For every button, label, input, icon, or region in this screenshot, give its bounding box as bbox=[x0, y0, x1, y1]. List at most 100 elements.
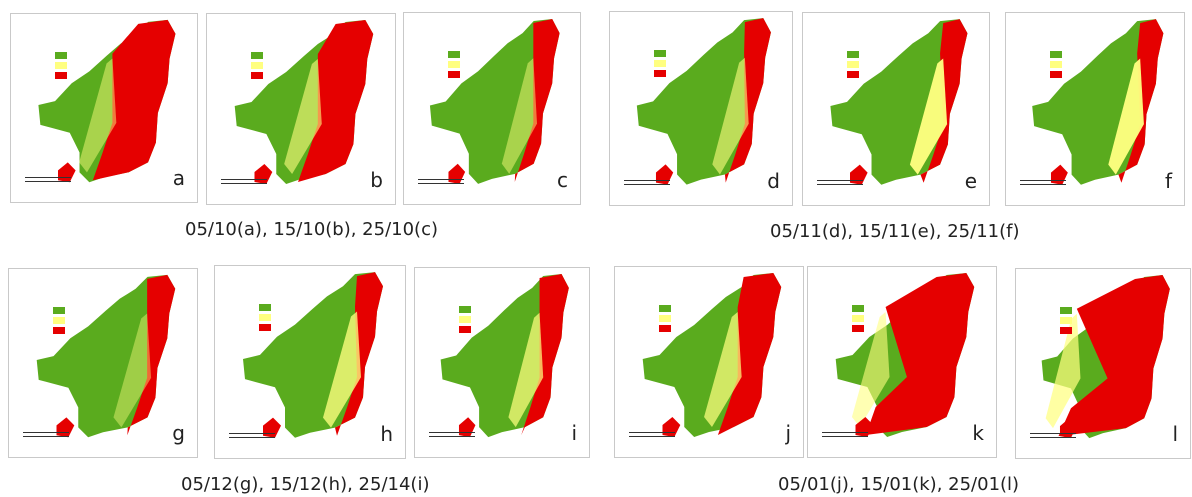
legend-swatch bbox=[53, 316, 65, 324]
legend-swatch bbox=[852, 314, 864, 322]
legend-swatch bbox=[459, 315, 471, 323]
map-panel-i: i bbox=[414, 267, 590, 458]
legend-item bbox=[259, 312, 274, 322]
low-zone-region bbox=[298, 20, 374, 182]
map-legend bbox=[659, 303, 674, 333]
low-zone-region bbox=[724, 18, 771, 183]
panel-letter-label: l bbox=[1172, 422, 1178, 446]
scale-bar bbox=[221, 179, 267, 184]
legend-swatch bbox=[1060, 326, 1072, 334]
legend-swatch bbox=[654, 69, 666, 77]
scale-bar bbox=[229, 433, 275, 438]
low-zone-region bbox=[865, 273, 975, 435]
scale-bar bbox=[23, 432, 69, 437]
legend-item bbox=[259, 322, 274, 332]
legend-item bbox=[1050, 69, 1065, 79]
legend-swatch bbox=[459, 305, 471, 313]
low-zone-region bbox=[127, 274, 176, 436]
map-graphic bbox=[636, 18, 771, 185]
legend-swatch bbox=[1050, 70, 1062, 78]
caption-october: 05/10(a), 15/10(b), 25/10(c) bbox=[185, 219, 438, 240]
legend-swatch bbox=[1050, 60, 1062, 68]
legend-item bbox=[259, 302, 274, 312]
medium-zone-region bbox=[508, 312, 544, 428]
map-panel-e: e bbox=[802, 12, 990, 206]
legend-swatch bbox=[459, 325, 471, 333]
map-legend bbox=[847, 49, 862, 79]
legend-item bbox=[448, 49, 463, 59]
panel-letter-label: k bbox=[972, 421, 984, 445]
panel-letter-label: g bbox=[172, 421, 185, 445]
medium-zone-region bbox=[501, 58, 538, 174]
medium-zone-region bbox=[712, 57, 749, 175]
panel-letter-label: i bbox=[571, 421, 577, 445]
panel-letter-label: j bbox=[785, 421, 791, 445]
map-panel-d: d bbox=[609, 11, 793, 206]
high-zone-region bbox=[36, 274, 176, 438]
legend-item bbox=[55, 50, 70, 60]
map-graphic bbox=[830, 19, 968, 185]
low-zone-region bbox=[717, 273, 782, 435]
legend-item bbox=[1060, 305, 1075, 315]
map-panel-a: a bbox=[10, 13, 198, 203]
panel-letter-label: a bbox=[172, 166, 185, 190]
scale-bar bbox=[1030, 433, 1076, 438]
legend-swatch bbox=[448, 60, 460, 68]
map-legend bbox=[448, 49, 463, 79]
map-panel-b: b bbox=[206, 13, 396, 205]
map-panel-k: k bbox=[807, 266, 997, 458]
legend-swatch bbox=[251, 51, 263, 59]
legend-item bbox=[459, 324, 474, 334]
low-zone-region bbox=[521, 273, 569, 436]
low-zone-region bbox=[514, 19, 560, 182]
map-graphic bbox=[234, 20, 374, 184]
low-zone-patch bbox=[1050, 164, 1068, 185]
panel-letter-label: c bbox=[557, 168, 568, 192]
map-graphic bbox=[243, 272, 383, 438]
legend-swatch bbox=[1060, 306, 1072, 314]
legend-item bbox=[1050, 59, 1065, 69]
map-legend bbox=[251, 50, 266, 80]
legend-swatch bbox=[847, 70, 859, 78]
legend-item bbox=[1060, 315, 1075, 325]
legend-swatch bbox=[448, 70, 460, 78]
scale-bar bbox=[624, 180, 670, 185]
legend-swatch bbox=[659, 314, 671, 322]
legend-item bbox=[251, 70, 266, 80]
legend-item bbox=[659, 313, 674, 323]
legend-item bbox=[1050, 49, 1065, 59]
caption-january: 05/01(j), 15/01(k), 25/01(l) bbox=[778, 474, 1020, 495]
legend-item bbox=[659, 303, 674, 313]
legend-item bbox=[251, 60, 266, 70]
map-panel-l: l bbox=[1015, 268, 1191, 459]
map-panel-g: g bbox=[8, 268, 198, 458]
high-zone-region bbox=[429, 19, 560, 184]
map-legend bbox=[53, 305, 68, 335]
legend-item bbox=[448, 59, 463, 69]
scale-bar bbox=[418, 179, 464, 184]
map-legend bbox=[852, 303, 867, 333]
legend-item bbox=[53, 325, 68, 335]
low-zone-patch bbox=[849, 164, 868, 185]
map-graphic bbox=[440, 273, 569, 438]
legend-item bbox=[847, 49, 862, 59]
scale-bar bbox=[822, 432, 868, 437]
legend-swatch bbox=[259, 303, 271, 311]
scale-bar bbox=[429, 432, 475, 437]
legend-item bbox=[852, 313, 867, 323]
legend-item bbox=[459, 304, 474, 314]
legend-item bbox=[459, 314, 474, 324]
legend-swatch bbox=[259, 323, 271, 331]
legend-item bbox=[1060, 325, 1075, 335]
legend-item bbox=[654, 68, 669, 78]
legend-swatch bbox=[659, 304, 671, 312]
legend-item bbox=[852, 303, 867, 313]
low-zone-patch bbox=[655, 164, 674, 185]
legend-swatch bbox=[659, 324, 671, 332]
panel-letter-label: e bbox=[964, 169, 977, 193]
legend-item bbox=[654, 58, 669, 68]
panel-letter-label: d bbox=[767, 169, 780, 193]
scale-bar bbox=[1020, 180, 1066, 185]
map-panel-c: c bbox=[403, 12, 581, 205]
map-graphic bbox=[835, 273, 975, 437]
